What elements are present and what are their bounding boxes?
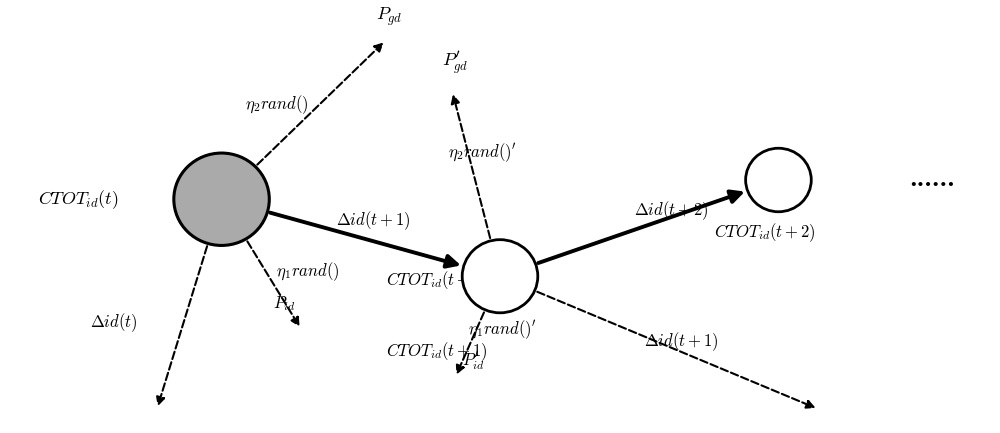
Circle shape (462, 239, 538, 313)
Text: $\Delta id(t+2)$: $\Delta id(t+2)$ (634, 200, 709, 222)
Text: $P_{gd}$: $P_{gd}$ (376, 6, 402, 28)
Text: $\Delta id(t+1)$: $\Delta id(t+1)$ (644, 330, 718, 353)
Text: $P_{id}$: $P_{id}$ (273, 294, 296, 313)
Text: $CTOT_{id}(t+1)$: $CTOT_{id}(t+1)$ (386, 340, 487, 363)
Text: $P_{gd}'$: $P_{gd}'$ (442, 49, 468, 76)
Text: $P_{id}'$: $P_{id}'$ (462, 349, 485, 372)
Text: $CTOT_{id}(t+1)$: $CTOT_{id}(t+1)$ (386, 270, 487, 292)
Text: ......: ...... (910, 169, 955, 191)
Text: $CTOT_{id}(t+2)$: $CTOT_{id}(t+2)$ (714, 222, 816, 244)
Text: $\Delta id(t)$: $\Delta id(t)$ (90, 311, 138, 334)
Text: $\eta_1 rand()'$: $\eta_1 rand()'$ (468, 318, 537, 340)
Circle shape (174, 153, 269, 246)
Text: $\Delta id(t+1)$: $\Delta id(t+1)$ (336, 209, 411, 232)
Text: $\eta_2 rand()$: $\eta_2 rand()$ (245, 94, 308, 116)
Circle shape (746, 148, 811, 212)
Text: $CTOT_{id}(t)$: $CTOT_{id}(t)$ (38, 188, 118, 210)
Text: $\eta_1 rand()$: $\eta_1 rand()$ (276, 260, 340, 283)
Text: $\eta_2 rand()'$: $\eta_2 rand()'$ (448, 142, 517, 165)
